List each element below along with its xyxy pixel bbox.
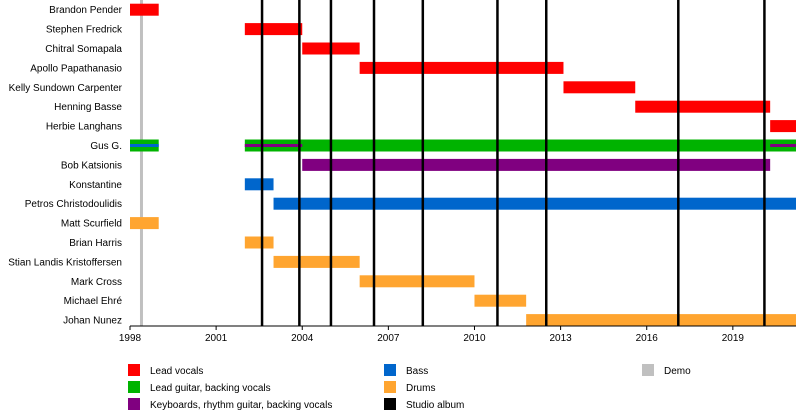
member-bars xyxy=(130,3,797,327)
legend-label-lead-guitar: Lead guitar, backing vocals xyxy=(150,383,271,394)
bar-lead-vocals-1 xyxy=(244,23,303,36)
member-label-0: Brandon Pender xyxy=(49,5,123,16)
bar-keyboards-9 xyxy=(302,158,771,171)
member-label-9: Konstantine xyxy=(69,180,122,191)
secondary-bar-keyboards-1 xyxy=(244,144,303,147)
legend-swatch-lead-guitar xyxy=(128,381,140,393)
bar-bass-11 xyxy=(273,197,796,210)
legend-swatch-drums xyxy=(384,381,396,393)
x-tick-label-2: 2004 xyxy=(291,333,314,344)
member-label-14: Mark Cross xyxy=(71,277,122,288)
secondary-bar-keyboards-2 xyxy=(770,144,796,147)
legend-swatch-keyboards xyxy=(128,398,140,410)
member-label-5: Henning Basse xyxy=(54,102,122,113)
bar-lead-vocals-6 xyxy=(770,120,796,133)
member-label-10: Petros Christodoulidis xyxy=(25,199,122,210)
x-tick-label-0: 1998 xyxy=(119,333,142,344)
member-label-13: Stian Landis Kristoffersen xyxy=(8,257,122,268)
bar-drums-15 xyxy=(359,275,475,288)
x-tick-label-6: 2016 xyxy=(636,333,659,344)
secondary-bar-bass-0 xyxy=(130,144,159,147)
legend-swatch-lead-vocals xyxy=(128,364,140,376)
bar-lead-vocals-0 xyxy=(130,3,159,16)
legend-swatch-bass xyxy=(384,364,396,376)
member-label-2: Chitral Somapala xyxy=(45,44,122,55)
x-tick-label-5: 2013 xyxy=(549,333,572,344)
bar-lead-vocals-5 xyxy=(635,100,771,113)
member-label-11: Matt Scurfield xyxy=(61,219,122,230)
member-label-8: Bob Katsionis xyxy=(61,160,122,171)
member-label-16: Johan Nunez xyxy=(63,316,122,327)
x-axis: 1998 2001 2004 2007 2010 2013 2016 2019 xyxy=(119,325,796,344)
member-label-3: Apollo Papathanasio xyxy=(30,63,122,74)
bar-lead-vocals-3 xyxy=(359,61,564,74)
legend-label-studio-album: Studio album xyxy=(406,400,464,411)
legend-label-demo: Demo xyxy=(664,366,691,377)
bar-lead-guitar-8 xyxy=(244,139,797,152)
studio-album-lines xyxy=(260,0,766,326)
legend-label-bass: Bass xyxy=(406,366,428,377)
bar-drums-17 xyxy=(526,314,796,327)
member-labels: Brandon Pender Stephen Fredrick Chitral So… xyxy=(8,5,123,326)
member-label-4: Kelly Sundown Carpenter xyxy=(9,83,123,94)
x-tick-label-3: 2007 xyxy=(377,333,400,344)
legend-label-drums: Drums xyxy=(406,383,435,394)
bar-drums-12 xyxy=(130,217,159,230)
legend-label-keyboards: Keyboards, rhythm guitar, backing vocals xyxy=(150,400,332,411)
member-label-15: Michael Ehré xyxy=(64,296,123,307)
member-label-7: Gus G. xyxy=(90,141,122,152)
bar-drums-13 xyxy=(244,236,274,249)
member-label-12: Brian Harris xyxy=(69,238,122,249)
member-label-6: Herbie Langhans xyxy=(46,122,122,133)
x-tick-label-1: 2001 xyxy=(205,333,228,344)
legend: Lead vocals Lead guitar, backing vocals Ke… xyxy=(128,364,691,411)
x-tick-label-7: 2019 xyxy=(722,333,745,344)
bar-lead-vocals-4 xyxy=(563,81,636,94)
legend-swatch-studio-album xyxy=(384,398,396,410)
x-tick-label-4: 2010 xyxy=(463,333,486,344)
member-label-1: Stephen Fredrick xyxy=(46,25,123,36)
legend-label-lead-vocals: Lead vocals xyxy=(150,366,203,377)
bar-drums-14 xyxy=(273,255,360,268)
bar-bass-10 xyxy=(244,178,274,191)
legend-swatch-demo xyxy=(642,364,654,376)
bar-drums-16 xyxy=(474,294,527,307)
